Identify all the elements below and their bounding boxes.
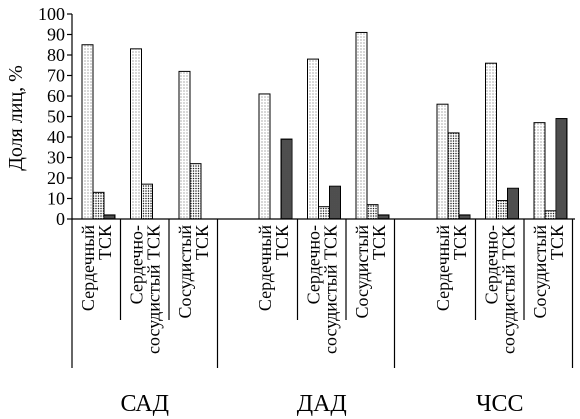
y-tick-label: 40 (47, 127, 65, 147)
bar (355, 31, 368, 220)
bar (458, 214, 471, 220)
x-group-label: ЧСС (476, 391, 524, 417)
x-category-label: ТСК (369, 224, 389, 260)
x-category-label: Сердечный (78, 225, 98, 311)
y-tick-label: 100 (38, 4, 65, 24)
y-tick-label: 60 (47, 86, 65, 106)
x-category-label: сосудистый ТСК (320, 224, 340, 354)
bar (141, 183, 153, 220)
bar (544, 210, 557, 220)
bar (377, 214, 390, 220)
x-category-label: Сердечный (433, 225, 453, 311)
x-category-label: ТСК (450, 224, 470, 260)
y-tick-label: 90 (47, 25, 65, 45)
x-category-label: ТСК (272, 224, 292, 260)
bar (258, 93, 271, 220)
y-tick-label: 30 (47, 148, 65, 168)
y-axis-label: Доля лиц, % (5, 65, 27, 171)
bar (496, 200, 508, 220)
x-category-label: Сосудистый (352, 225, 372, 319)
bar (189, 163, 202, 220)
x-category-label: Сосудистый (175, 225, 195, 319)
x-group-label: САД (120, 391, 169, 417)
y-tick-label: 50 (47, 107, 65, 127)
bar (366, 204, 379, 220)
bar (130, 48, 142, 220)
y-tick-label: 20 (47, 168, 65, 188)
bar (447, 132, 460, 220)
y-tick-label: 70 (47, 66, 65, 86)
bar (533, 122, 546, 220)
x-category-label: ТСК (547, 224, 567, 260)
bar (307, 58, 319, 220)
x-group-label: ДАД (297, 391, 347, 417)
y-tick-label: 80 (47, 45, 65, 65)
bar (81, 44, 94, 220)
x-category-label: Сердечно- (303, 225, 323, 304)
x-category-label: сосудистый ТСК (498, 224, 518, 354)
bar (178, 70, 191, 220)
x-category-label: Сердечный (255, 225, 275, 311)
x-category-label: Сердечно- (126, 225, 146, 304)
x-category-label: Сердечно- (481, 225, 501, 304)
bar (436, 103, 449, 220)
y-tick-label: 0 (56, 209, 65, 229)
bar (507, 187, 519, 220)
bar (555, 118, 568, 220)
x-category-label: ТСК (95, 224, 115, 260)
x-category-label: ТСК (192, 224, 212, 260)
bar (280, 138, 293, 220)
bar (318, 206, 330, 220)
y-tick-label: 10 (47, 189, 65, 209)
bar (485, 62, 497, 220)
bar (103, 214, 116, 220)
x-category-label: Сосудистый (530, 225, 550, 319)
bar (329, 185, 341, 220)
bars (81, 31, 568, 220)
bar (92, 191, 105, 220)
x-category-label: сосудистый ТСК (143, 224, 163, 354)
